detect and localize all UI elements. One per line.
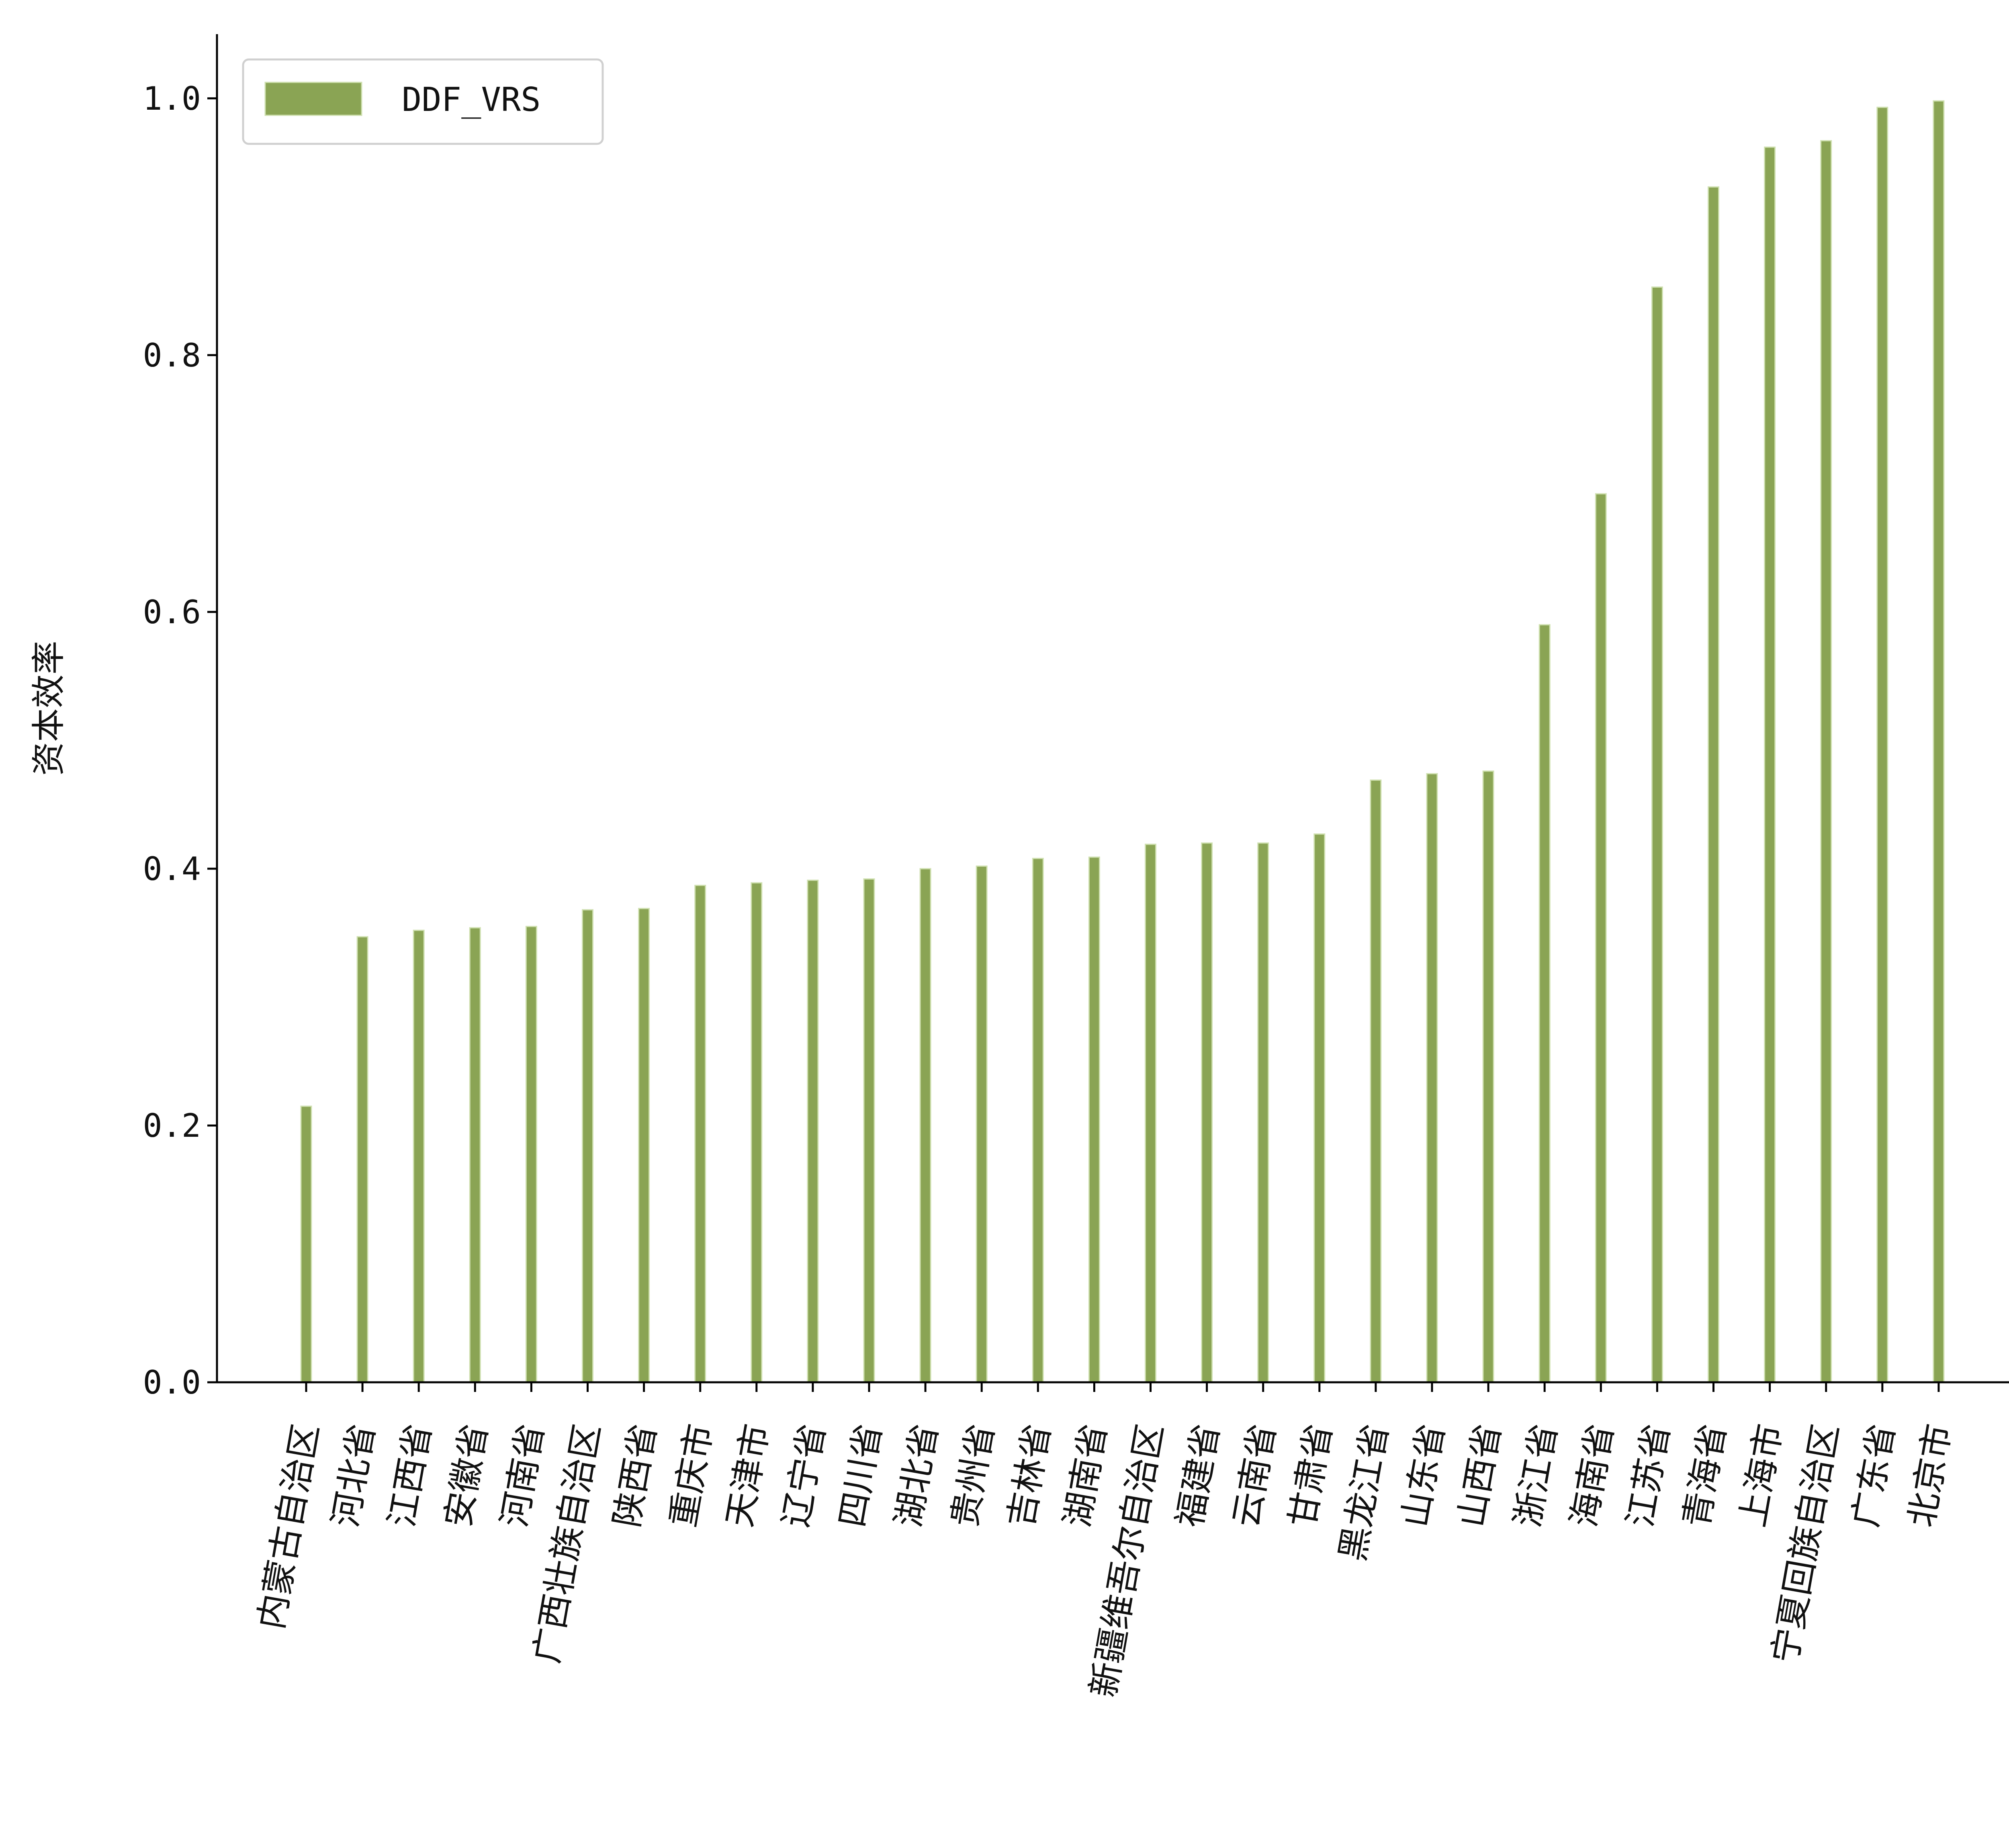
x-tick-label: 青海省 (1676, 1421, 1734, 1530)
x-tick-label: 辽宁省 (775, 1421, 833, 1530)
bar (1313, 833, 1326, 1383)
bar (1145, 843, 1156, 1383)
y-axis: 0.0 0.2 0.4 0.6 0.8 1.0 (143, 34, 218, 1401)
bar (1088, 856, 1100, 1383)
legend-swatch (264, 82, 362, 116)
x-tick-label: 山西省 (1451, 1421, 1508, 1530)
bar (694, 884, 706, 1383)
x-tick-label: 黑龙江省 (1332, 1421, 1396, 1564)
bar (976, 866, 988, 1383)
bar (1538, 624, 1551, 1383)
bar (1933, 100, 1945, 1383)
legend-label: DDF_VRS (402, 81, 541, 119)
bar (413, 929, 425, 1383)
x-tick-label: 内蒙古自治区 (251, 1421, 327, 1632)
bar (863, 878, 875, 1383)
bar (1595, 493, 1607, 1383)
x-tick-label: 河北省 (325, 1421, 383, 1530)
y-tick-label: 0.6 (143, 593, 201, 631)
bar (1651, 286, 1663, 1383)
legend: DDF_VRS (242, 58, 604, 145)
y-tick-label: 0.4 (143, 850, 201, 888)
x-tick-label: 安徽省 (438, 1421, 495, 1530)
x-tick-label: 北京市 (1901, 1421, 1959, 1530)
x-tick-label: 山东省 (1395, 1421, 1452, 1530)
bar (300, 1105, 312, 1383)
bars-group (300, 100, 1945, 1383)
bar (525, 926, 537, 1383)
bar (751, 882, 763, 1383)
x-tick-label: 江西省 (382, 1421, 439, 1530)
x-tick-label: 甘肃省 (1282, 1421, 1340, 1530)
y-tick-label: 0.2 (143, 1107, 201, 1144)
bar (1820, 140, 1832, 1383)
bar (807, 880, 819, 1383)
bar (1032, 857, 1044, 1383)
x-tick-label: 福建省 (1170, 1421, 1227, 1530)
bar (1201, 842, 1213, 1383)
bar (1708, 186, 1719, 1383)
x-tick-label: 湖南省 (1057, 1421, 1115, 1530)
x-tick-label: 浙江省 (1508, 1421, 1565, 1530)
x-tick-label: 上海市 (1733, 1421, 1790, 1530)
bar (356, 936, 368, 1383)
y-tick-label: 1.0 (143, 80, 201, 117)
bar (582, 909, 593, 1383)
x-tick-label: 江苏省 (1620, 1421, 1678, 1530)
bar (1764, 146, 1776, 1383)
bar (469, 927, 481, 1383)
x-tick-label: 吉林省 (1001, 1421, 1058, 1530)
y-axis-title: 资本效率 (29, 641, 68, 776)
x-axis: 内蒙古自治区河北省江西省安徽省河南省广西壮族自治区陕西省重庆市天津市辽宁省四川省… (217, 1381, 2009, 1700)
x-tick-label: 海南省 (1564, 1421, 1621, 1530)
y-tick-label: 0.0 (143, 1364, 201, 1401)
y-tick-label: 0.8 (143, 337, 201, 374)
bar (1370, 779, 1382, 1383)
x-tick-label: 天津市 (719, 1421, 777, 1530)
legend-box (242, 58, 604, 145)
x-tick-label: 重庆市 (663, 1421, 720, 1530)
bar (919, 868, 931, 1383)
x-tick-label: 贵州省 (945, 1421, 1002, 1530)
bar (638, 908, 650, 1383)
x-tick-label: 四川省 (832, 1421, 889, 1530)
bar (1482, 770, 1494, 1383)
x-tick-label: 湖北省 (888, 1421, 945, 1530)
x-tick-label: 陕西省 (607, 1421, 664, 1530)
x-tick-label: 广东省 (1845, 1421, 1903, 1530)
bar (1426, 773, 1438, 1383)
x-tick-label: 河南省 (494, 1421, 552, 1530)
bar (1257, 842, 1269, 1383)
x-tick-label: 云南省 (1226, 1421, 1283, 1530)
bar (1876, 106, 1888, 1383)
